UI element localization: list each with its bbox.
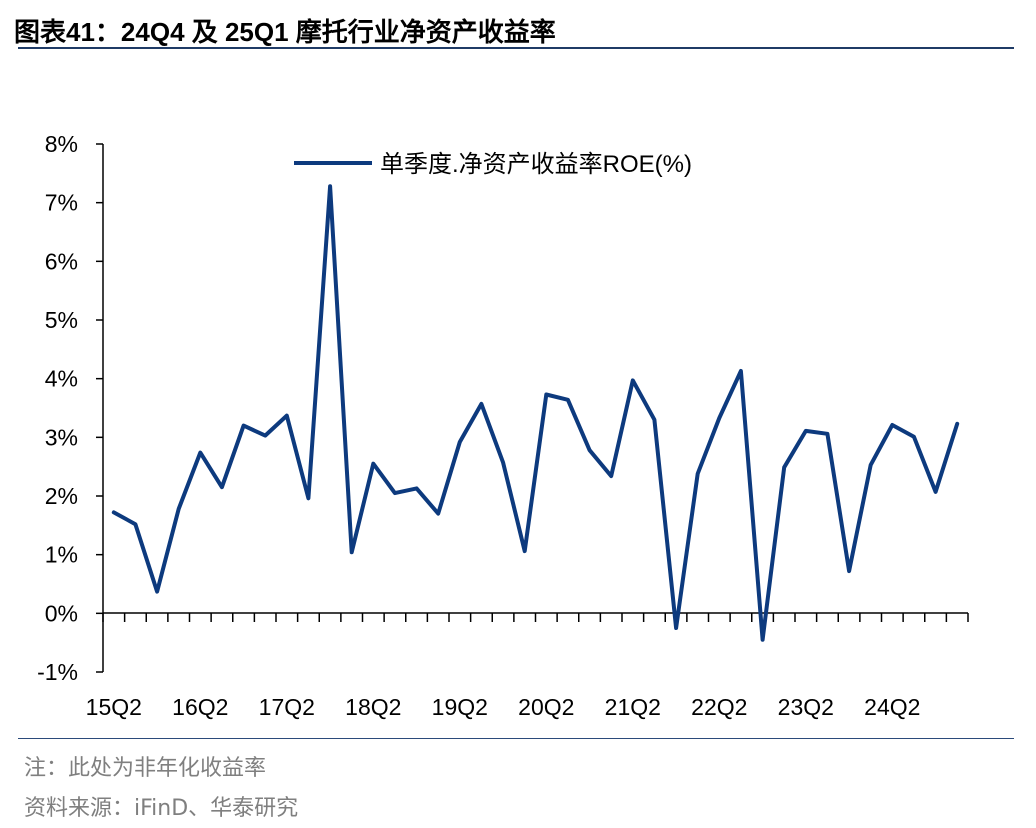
y-tick-label: 2% xyxy=(45,483,78,509)
x-tick-label: 18Q2 xyxy=(345,694,401,720)
x-tick-label: 16Q2 xyxy=(172,694,228,720)
axes: -1% 0% 1% 2% 3% 4% 5% 6% 7% 8% 15Q2 16Q2 17Q2 18Q2 19Q… xyxy=(37,131,969,720)
x-tick-label: 17Q2 xyxy=(259,694,315,720)
x-tick-label: 23Q2 xyxy=(778,694,834,720)
x-tick-label: 22Q2 xyxy=(691,694,747,720)
series-line xyxy=(111,184,960,642)
legend: 单季度.净资产收益率ROE(%) xyxy=(294,151,692,178)
series-layer xyxy=(111,184,960,642)
x-tick-label: 15Q2 xyxy=(86,694,142,720)
y-tick-label: 7% xyxy=(45,190,78,216)
y-tick-label: 0% xyxy=(45,600,78,626)
x-tick-label: 24Q2 xyxy=(864,694,920,720)
y-tick-label: 6% xyxy=(45,248,78,274)
y-tick-label: 4% xyxy=(45,366,78,392)
x-tick-label: 21Q2 xyxy=(605,694,661,720)
x-tick-label: 19Q2 xyxy=(432,694,488,720)
footer-divider xyxy=(18,738,1014,739)
legend-label: 单季度.净资产收益率ROE(%) xyxy=(380,151,692,178)
chart-title: 图表41：24Q4 及 25Q1 摩托行业净资产收益率 xyxy=(14,17,556,47)
y-tick-label: -1% xyxy=(37,659,78,685)
source-note: 资料来源：iFinD、华泰研究 xyxy=(24,796,299,821)
y-tick-label: 5% xyxy=(45,307,78,333)
title-divider xyxy=(18,47,1014,49)
y-tick-label: 3% xyxy=(45,424,78,450)
y-tick-label: 1% xyxy=(45,542,78,568)
y-tick-label: 8% xyxy=(45,131,78,157)
x-tick-label: 20Q2 xyxy=(518,694,574,720)
line-chart: -1% 0% 1% 2% 3% 4% 5% 6% 7% 8% 15Q2 16Q2 17Q2 18Q2 19Q… xyxy=(37,131,969,720)
footnote: 注：此处为非年化收益率 xyxy=(24,756,267,781)
